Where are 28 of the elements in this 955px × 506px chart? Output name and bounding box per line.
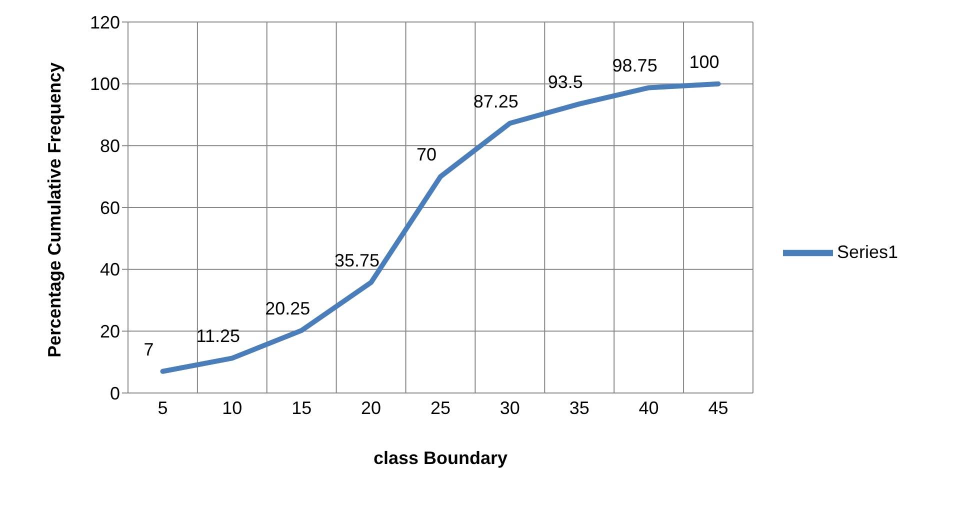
y-axis-title: Percentage Cumulative Frequency [44,62,64,358]
legend-label: Series1 [836,242,898,262]
x-tick-label: 30 [500,398,520,418]
data-label: 20.25 [265,298,310,318]
y-tick-label: 20 [100,322,120,342]
data-label: 93.5 [548,72,583,92]
x-tick-label: 10 [222,398,242,418]
x-tick-label: 40 [638,398,659,418]
x-axis-title: class Boundary [373,448,508,468]
y-tick-label: 100 [90,74,120,94]
x-tick-label: 5 [158,398,168,418]
data-label: 35.75 [334,250,380,270]
data-label: 100 [689,52,720,72]
x-tick-label: 20 [361,398,382,418]
y-tick-label: 40 [100,260,120,280]
x-tick-label: 25 [430,398,450,418]
x-tick-label: 35 [569,398,590,418]
x-tick-label: 15 [292,398,312,418]
data-label: 70 [416,144,436,165]
y-tick-label: 80 [100,136,120,156]
x-tick-label: 45 [708,398,728,418]
data-label: 87.25 [473,91,518,112]
y-tick-label: 120 [90,12,120,32]
data-label: 7 [144,339,154,360]
y-tick-label: 0 [110,383,120,404]
data-label: 98.75 [612,56,658,76]
y-tick-label: 60 [100,198,120,218]
data-label: 11.25 [196,326,240,346]
